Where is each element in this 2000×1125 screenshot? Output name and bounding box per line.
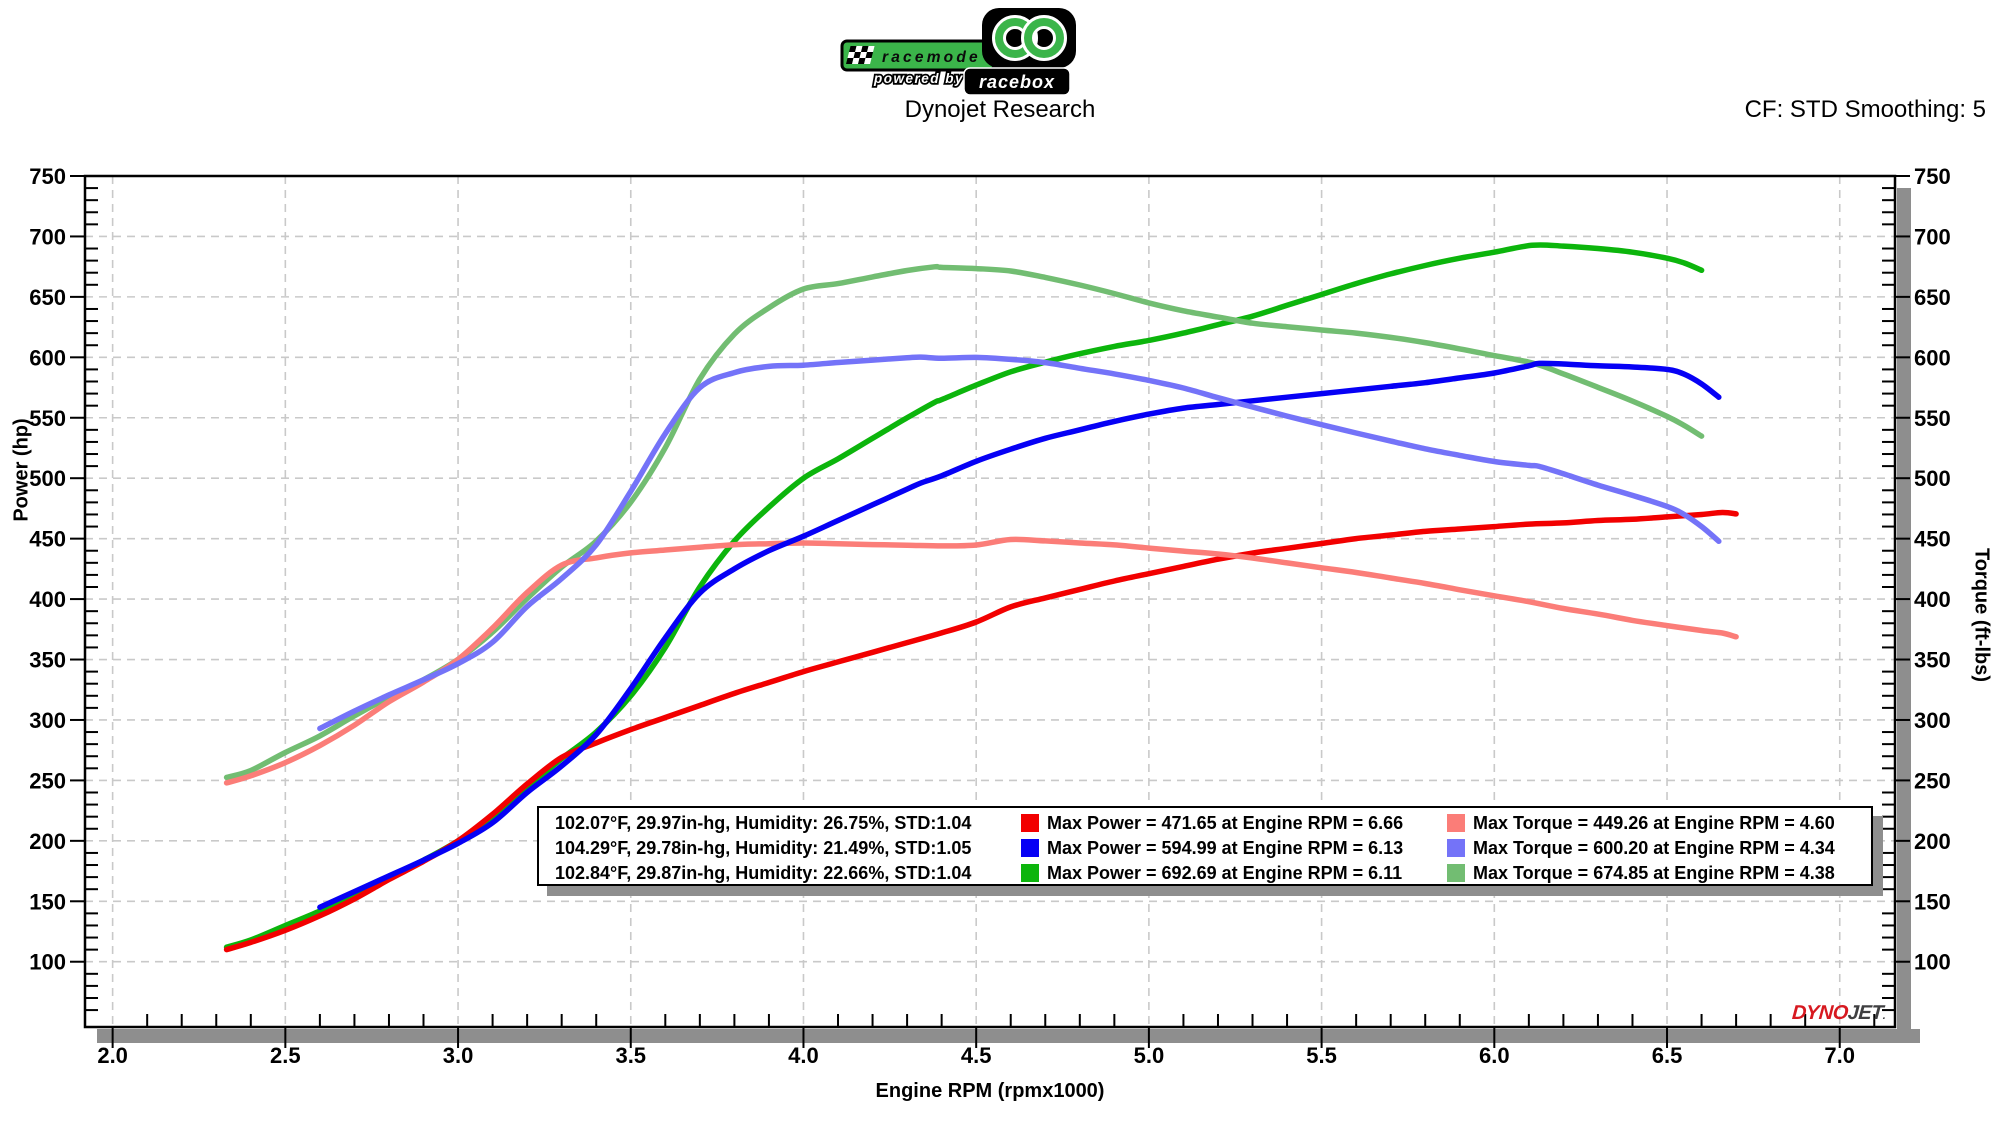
legend-torque-swatch bbox=[1447, 864, 1465, 882]
svg-text:700: 700 bbox=[1914, 224, 1951, 249]
svg-text:750: 750 bbox=[29, 164, 66, 189]
curve-run2-power bbox=[317, 360, 1722, 911]
dynojet-watermark: DYNOJET. bbox=[1792, 1002, 1887, 1025]
svg-text:4.0: 4.0 bbox=[788, 1043, 819, 1068]
svg-text:300: 300 bbox=[29, 708, 66, 733]
svg-text:2.5: 2.5 bbox=[270, 1043, 301, 1068]
legend-row: 102.84°F, 29.87in-hg, Humidity: 22.66%, … bbox=[539, 861, 1871, 885]
svg-text:650: 650 bbox=[29, 285, 66, 310]
y-axis-title-power: Power (hp) bbox=[10, 418, 33, 522]
svg-text:500: 500 bbox=[1914, 466, 1951, 491]
legend-max-torque: Max Torque = 600.20 at Engine RPM = 4.34 bbox=[1473, 838, 1835, 858]
page-title: Dynojet Research bbox=[904, 96, 1096, 123]
svg-text:5.0: 5.0 bbox=[1134, 1043, 1165, 1068]
axis-tick-labels: 2.0 2.5 3.0 3.5 4.0 4.5 5.0 5.5 6.0 6.5 7.0 100 100 1… bbox=[29, 164, 1950, 1068]
svg-text:450: 450 bbox=[1914, 527, 1951, 552]
legend-env-conditions: 102.84°F, 29.87in-hg, Humidity: 22.66%, … bbox=[555, 863, 972, 883]
svg-text:350: 350 bbox=[29, 648, 66, 673]
svg-text:400: 400 bbox=[29, 587, 66, 612]
svg-text:6.5: 6.5 bbox=[1652, 1043, 1683, 1068]
svg-text:600: 600 bbox=[1914, 345, 1951, 370]
svg-text:350: 350 bbox=[1914, 648, 1951, 673]
curve-run2-torque bbox=[317, 354, 1722, 732]
svg-text:150: 150 bbox=[29, 889, 66, 914]
svg-text:250: 250 bbox=[1914, 768, 1951, 793]
svg-text:200: 200 bbox=[29, 829, 66, 854]
svg-text:500: 500 bbox=[29, 466, 66, 491]
svg-text:100: 100 bbox=[1914, 950, 1951, 975]
plot-frame bbox=[83, 174, 1897, 1029]
curve-run1-power bbox=[223, 509, 1739, 953]
svg-text:5.5: 5.5 bbox=[1306, 1043, 1337, 1068]
x-axis-title-rpm: Engine RPM (rpmx1000) bbox=[875, 1080, 1105, 1102]
legend-power-swatch bbox=[1021, 864, 1039, 882]
svg-text:600: 600 bbox=[29, 345, 66, 370]
svg-text:250: 250 bbox=[29, 768, 66, 793]
legend-max-power: Max Power = 471.65 at Engine RPM = 6.66 bbox=[1047, 813, 1404, 833]
svg-text:450: 450 bbox=[29, 527, 66, 552]
legend-row: 102.07°F, 29.97in-hg, Humidity: 26.75%, … bbox=[539, 811, 1871, 835]
infinity-icon bbox=[982, 8, 1076, 68]
svg-text:3.0: 3.0 bbox=[443, 1043, 474, 1068]
frame-shadow-right bbox=[1897, 188, 1911, 1043]
svg-text:300: 300 bbox=[1914, 708, 1951, 733]
legend-torque-swatch bbox=[1447, 814, 1465, 832]
racemode-label: racemode bbox=[882, 49, 981, 66]
legend-env-conditions: 102.07°F, 29.97in-hg, Humidity: 26.75%, … bbox=[555, 813, 972, 833]
axis-ticks bbox=[70, 175, 1910, 1048]
svg-text:2.0: 2.0 bbox=[97, 1043, 128, 1068]
svg-text:3.5: 3.5 bbox=[615, 1043, 646, 1068]
legend-torque-swatch bbox=[1447, 839, 1465, 857]
legend-max-power: Max Power = 692.69 at Engine RPM = 6.11 bbox=[1047, 863, 1403, 883]
frame-shadow-bottom bbox=[97, 1029, 1920, 1043]
legend-max-torque: Max Torque = 674.85 at Engine RPM = 4.38 bbox=[1473, 863, 1835, 883]
racebox-badge: racebox bbox=[963, 67, 1071, 96]
svg-text:6.0: 6.0 bbox=[1479, 1043, 1510, 1068]
legend-power-swatch bbox=[1021, 814, 1039, 832]
legend-row: 104.29°F, 29.78in-hg, Humidity: 21.49%, … bbox=[539, 836, 1871, 860]
svg-text:100: 100 bbox=[29, 950, 66, 975]
legend-max-power: Max Power = 594.99 at Engine RPM = 6.13 bbox=[1047, 838, 1404, 858]
gridlines bbox=[85, 176, 1895, 1027]
legend: 102.07°F, 29.97in-hg, Humidity: 26.75%, … bbox=[537, 806, 1873, 886]
legend-env-conditions: 104.29°F, 29.78in-hg, Humidity: 21.49%, … bbox=[555, 838, 972, 858]
legend-power-swatch bbox=[1021, 839, 1039, 857]
legend-max-torque: Max Torque = 449.26 at Engine RPM = 4.60 bbox=[1473, 813, 1835, 833]
cf-smoothing-label: CF: STD Smoothing: 5 bbox=[1744, 96, 1986, 123]
racemode-racebox-logo: racemode powered by racebox bbox=[840, 8, 1076, 96]
y-axis-title-torque: Torque (ft-lbs) bbox=[1970, 547, 1993, 683]
checkered-flag-icon bbox=[846, 46, 875, 64]
svg-text:7.0: 7.0 bbox=[1824, 1043, 1855, 1068]
curve-run1-torque bbox=[223, 536, 1739, 786]
racebox-label: racebox bbox=[979, 72, 1055, 92]
curve-run3-torque bbox=[223, 263, 1705, 781]
svg-text:650: 650 bbox=[1914, 285, 1951, 310]
svg-text:550: 550 bbox=[1914, 406, 1951, 431]
svg-text:150: 150 bbox=[1914, 889, 1951, 914]
svg-text:200: 200 bbox=[1914, 829, 1951, 854]
dynojet-watermark-jet: JET bbox=[1847, 1002, 1885, 1024]
dynojet-watermark-dyno: DYNO bbox=[1791, 1002, 1850, 1024]
svg-text:550: 550 bbox=[29, 406, 66, 431]
series-curves bbox=[223, 242, 1739, 953]
svg-text:750: 750 bbox=[1914, 164, 1951, 189]
svg-text:700: 700 bbox=[29, 224, 66, 249]
powered-by-label: powered by bbox=[873, 71, 964, 86]
svg-text:400: 400 bbox=[1914, 587, 1951, 612]
svg-text:4.5: 4.5 bbox=[961, 1043, 992, 1068]
